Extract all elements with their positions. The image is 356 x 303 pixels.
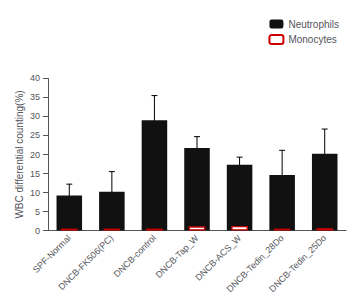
svg-text:25: 25 bbox=[30, 130, 40, 140]
svg-text:Monocytes: Monocytes bbox=[288, 34, 336, 45]
svg-text:30: 30 bbox=[30, 111, 40, 121]
svg-text:WBC differential counting(%): WBC differential counting(%) bbox=[14, 90, 25, 218]
svg-text:DNCB-control: DNCB-control bbox=[112, 233, 158, 279]
svg-text:5: 5 bbox=[35, 207, 40, 217]
svg-text:DNCB-Tedin_25Do: DNCB-Tedin_25Do bbox=[267, 233, 328, 294]
svg-text:DNCB-ACS_W: DNCB-ACS_W bbox=[193, 233, 244, 283]
svg-text:15: 15 bbox=[30, 169, 40, 179]
svg-text:SPF-Normal: SPF-Normal bbox=[31, 233, 73, 275]
svg-text:40: 40 bbox=[30, 73, 40, 83]
svg-text:20: 20 bbox=[30, 150, 40, 160]
svg-text:DNCB-Tap_W: DNCB-Tap_W bbox=[154, 233, 201, 280]
svg-text:Neutrophils: Neutrophils bbox=[288, 19, 339, 30]
svg-text:35: 35 bbox=[30, 92, 40, 102]
svg-text:DNCB-FK506(PC): DNCB-FK506(PC) bbox=[56, 233, 115, 292]
svg-text:DNCB-Tedin_28Do: DNCB-Tedin_28Do bbox=[224, 233, 286, 295]
svg-text:10: 10 bbox=[30, 188, 40, 198]
svg-text:0: 0 bbox=[35, 226, 40, 236]
